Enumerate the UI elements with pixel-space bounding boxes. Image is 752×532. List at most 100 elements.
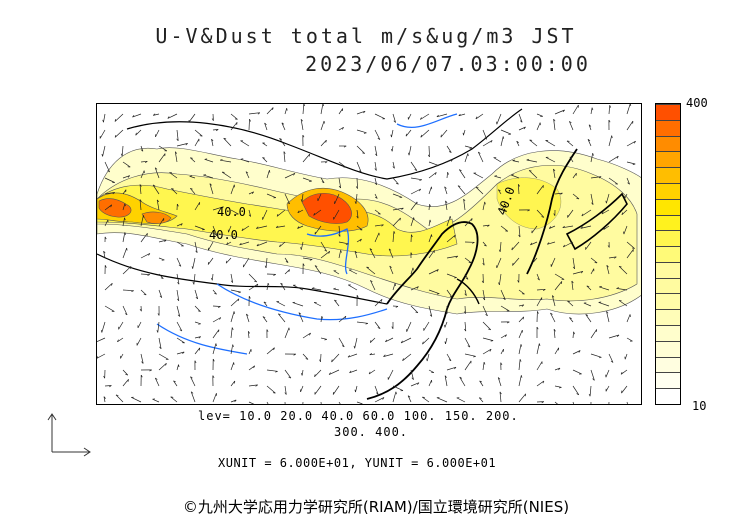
wind-arrow (209, 183, 214, 195)
wind-arrow (392, 113, 396, 123)
wind-arrow-head (321, 316, 324, 319)
wind-arrow (122, 175, 130, 179)
wind-arrow (445, 337, 448, 344)
wind-arrow (436, 113, 448, 118)
wind-arrow (428, 234, 432, 243)
wind-arrow (458, 113, 466, 117)
wind-arrow (496, 257, 502, 269)
wind-arrow-head (154, 167, 158, 170)
wind-arrow-head (273, 274, 276, 276)
wind-arrow (311, 288, 322, 291)
wind-arrow (518, 304, 524, 307)
wind-arrow (392, 177, 399, 185)
wind-arrow (482, 321, 491, 331)
wind-arrow-head (321, 181, 325, 184)
wind-arrow (446, 172, 448, 179)
wind-arrow-head (191, 266, 194, 269)
wind-arrow-head (377, 327, 381, 329)
wind-arrow-head (429, 204, 431, 207)
wind-arrow (518, 393, 526, 403)
wind-arrow-head (462, 132, 464, 136)
wind-arrow (194, 225, 205, 230)
wind-arrow-head (297, 226, 300, 229)
wind-arrow (356, 401, 363, 404)
wind-arrow (626, 241, 635, 249)
wind-arrow (279, 241, 286, 248)
wind-arrow-head (147, 274, 150, 276)
wind-arrow-head (273, 347, 275, 351)
wind-arrow-head (104, 265, 107, 268)
wind-arrow-head (177, 314, 181, 317)
wind-arrow (284, 269, 290, 275)
wind-arrow-head (512, 159, 516, 161)
wind-arrow (356, 129, 367, 134)
wind-arrow (212, 129, 219, 131)
wind-arrow (518, 225, 521, 238)
wind-arrow-head (354, 201, 357, 204)
wind-arrow (248, 273, 257, 283)
wind-arrow-head (547, 242, 550, 245)
wind-arrow-head (414, 169, 418, 171)
wind-arrow (278, 313, 286, 323)
wind-arrow (266, 193, 277, 199)
wind-arrow (248, 401, 255, 404)
wind-arrow (104, 219, 109, 227)
wind-arrow-head (429, 314, 433, 317)
wind-arrow-head (178, 264, 182, 267)
wind-arrow-head (177, 298, 180, 302)
wind-arrow (567, 300, 574, 307)
wind-arrow-head (233, 311, 235, 314)
contour-levels-line1: lev= 10.0 20.0 40.0 60.0 100. 150. 200. (198, 409, 519, 423)
wind-arrow-head (156, 199, 160, 203)
wind-arrow-head (331, 359, 333, 363)
wind-arrow-head (381, 224, 384, 227)
wind-arrow (475, 113, 484, 120)
wind-arrow (626, 104, 631, 115)
wind-arrow-head (173, 380, 176, 383)
wind-arrow (518, 316, 524, 323)
wind-arrow (554, 347, 560, 355)
wind-arrow-head (611, 135, 613, 139)
wind-arrow-head (455, 255, 459, 258)
wind-arrow (320, 139, 327, 147)
wind-arrow (482, 257, 485, 266)
wind-arrow (192, 257, 196, 269)
wind-arrow-head (541, 216, 545, 218)
wind-arrow (302, 104, 305, 115)
wind-arrow-head (542, 380, 545, 384)
wind-arrow-head (537, 278, 540, 281)
wind-arrow-head (308, 154, 311, 157)
wind-arrow-head (481, 280, 484, 284)
wind-arrow (302, 401, 304, 404)
wind-arrow-head (445, 311, 448, 314)
wind-arrow-head (124, 203, 126, 207)
wind-arrow-head (395, 391, 397, 395)
wind-arrow-head (576, 198, 580, 200)
wind-arrow (356, 225, 363, 231)
wind-arrow (189, 175, 196, 179)
wind-arrow-head (632, 247, 635, 249)
wind-arrow-head (127, 175, 130, 178)
wind-arrow-head (314, 374, 316, 377)
wind-arrow (302, 177, 312, 182)
wind-arrow-head (588, 393, 591, 397)
wind-arrow (152, 184, 160, 195)
wind-arrow-head (434, 172, 437, 175)
wind-arrow-head (484, 201, 486, 205)
wind-arrow (354, 251, 358, 259)
wind-arrow-head (630, 104, 632, 107)
wind-arrow-head (341, 345, 345, 348)
wind-arrow-head (249, 119, 251, 122)
wind-arrow-head (199, 135, 203, 137)
copyright-notice: ©九州大学応用力学研究所(RIAM)/国立環境研究所(NIES) (182, 498, 570, 516)
wind-arrow-head (393, 120, 396, 123)
wind-arrow (370, 280, 376, 291)
wind-arrow (392, 391, 397, 403)
wind-arrow (446, 366, 457, 371)
wind-arrow (265, 257, 268, 269)
wind-arrow-head (416, 286, 419, 289)
wind-arrow-head (198, 336, 201, 339)
wind-arrow-head (195, 296, 198, 300)
wind-arrow-head (302, 134, 305, 138)
wind-arrow (140, 289, 147, 296)
